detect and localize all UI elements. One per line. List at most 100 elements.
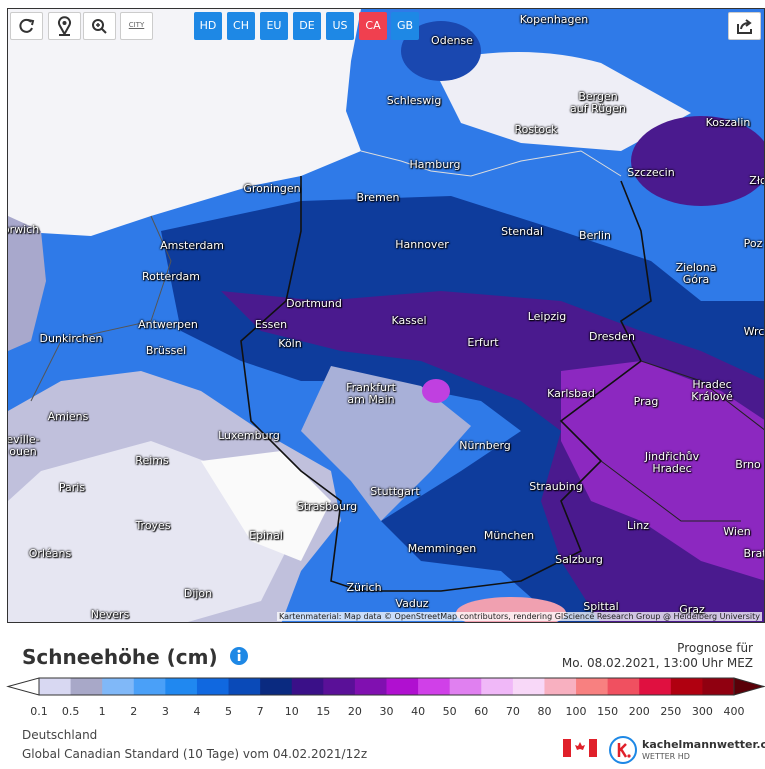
scale-label: 400 (724, 705, 745, 718)
model-button[interactable]: HD (194, 12, 222, 40)
city-label: Wrc (743, 325, 765, 338)
share-button[interactable] (728, 12, 761, 40)
scale-label: 250 (660, 705, 681, 718)
reload-button[interactable] (10, 12, 43, 40)
color-scale: 0.1 0.5 1 2 3 4 5 7 10 15 20 30 40 50 60 70 80 100 150 200 2… (6, 677, 765, 718)
share-icon (737, 19, 752, 34)
scale-cell (386, 678, 419, 695)
city-label: Wien (723, 525, 751, 538)
scale-cell (702, 678, 735, 695)
city-label: Vaduz (395, 597, 429, 610)
brand-logo (609, 736, 637, 764)
city-label: Hradec Králové (691, 378, 733, 403)
scale-label: 2 (130, 705, 137, 718)
model-button[interactable]: EU (260, 12, 288, 40)
city-label: Brüssel (145, 344, 187, 357)
scale-label: 15 (316, 705, 330, 718)
city-label: Troyes (135, 519, 171, 532)
region: Deutschland (22, 728, 98, 742)
city-label: Paris (58, 481, 86, 494)
brand-name: kachelmannwetter.com (642, 738, 765, 751)
model-button[interactable]: CH (227, 12, 255, 40)
scale-label: 10 (285, 705, 299, 718)
scale-cell (291, 678, 324, 695)
city-label: Bremen (356, 191, 400, 204)
city-label: Rostock (514, 123, 558, 136)
brand[interactable]: kachelmannwetter.com WETTER HD (642, 739, 765, 763)
scale-cell (323, 678, 356, 695)
info-icon[interactable] (229, 646, 249, 666)
model-button[interactable]: GB (391, 12, 419, 40)
city-label: Berlin (579, 229, 611, 242)
scale-cell (544, 678, 577, 695)
city-label: Prag (633, 395, 659, 408)
map[interactable]: Kartenmaterial: Map data © OpenStreetMap… (7, 8, 765, 623)
city-label: Zło (749, 174, 765, 187)
scale-label: 3 (162, 705, 169, 718)
footer-info: Deutschland Global Canadian Standard (10… (22, 726, 367, 764)
city-label: Epinal (249, 529, 283, 542)
scale-cell (449, 678, 482, 695)
scale-cell (354, 678, 387, 695)
snow-depth-map (8, 9, 764, 622)
city-label: eville- ouen (7, 433, 40, 458)
scale-cell (512, 678, 545, 695)
forecast-label: Prognose für (677, 641, 753, 655)
city-label: Leipzig (527, 310, 567, 323)
scale-label: 60 (474, 705, 488, 718)
scale-cell (607, 678, 640, 695)
city-label: Erfurt (467, 336, 499, 349)
legend-title: Schneehöhe (cm) (22, 645, 218, 669)
scale-label: 7 (257, 705, 264, 718)
city-label: Groningen (243, 182, 301, 195)
city-label: Zürich (346, 581, 382, 594)
scale-cell (670, 678, 703, 695)
zoom-button[interactable] (83, 12, 116, 40)
scale-cell (133, 678, 166, 695)
city-label: Köln (278, 337, 302, 350)
scale-cell (228, 678, 261, 695)
city-label: Bergen auf Rügen (570, 90, 626, 115)
city-label: Stendal (501, 225, 543, 238)
city-button[interactable]: CITY (120, 12, 153, 40)
scale-label: 40 (411, 705, 425, 718)
scale-label: 70 (506, 705, 520, 718)
pin-icon (58, 16, 71, 37)
scale-label: 20 (348, 705, 362, 718)
model-button[interactable]: US (326, 12, 354, 40)
city-label: Orléans (28, 547, 72, 560)
city-label: Stuttgart (370, 485, 420, 498)
scale-cell (260, 678, 293, 695)
model-button[interactable]: CA (359, 12, 387, 40)
model-run: Global Canadian Standard (10 Tage) vom 0… (22, 747, 368, 761)
city-label: Hannover (395, 238, 449, 251)
city-label: Essen (254, 318, 288, 331)
city-label: Schleswig (386, 94, 442, 107)
city-label: Strasbourg (296, 500, 358, 513)
city-label: Linz (627, 519, 649, 532)
scale-label: 0.5 (62, 705, 80, 718)
city-label: Nevers (90, 608, 130, 621)
city-label: Luxemburg (218, 429, 280, 442)
scale-label: 300 (692, 705, 713, 718)
scale-label: 4 (193, 705, 200, 718)
scale-cell (639, 678, 672, 695)
forecast-time: Mo. 08.02.2021, 13:00 Uhr MEZ (561, 656, 753, 670)
city-label: Dresden (589, 330, 635, 343)
city-label: Amsterdam (160, 239, 224, 252)
city-label: Kopenhagen (519, 13, 589, 26)
city-label: Poz (743, 237, 763, 250)
location-button[interactable] (48, 12, 81, 40)
scale-label: 30 (380, 705, 394, 718)
city-label: Amiens (47, 410, 89, 423)
city-label: Karlsbad (547, 387, 595, 400)
scale-cell (481, 678, 514, 695)
city-label: Dortmund (286, 297, 342, 310)
attribution: Kartenmaterial: Map data © OpenStreetMap… (276, 612, 762, 621)
model-button[interactable]: DE (293, 12, 321, 40)
city-label: Kassel (391, 314, 427, 327)
scale-border (38, 677, 735, 696)
scale-label: 100 (566, 705, 587, 718)
city-icon-text: CITY (128, 21, 145, 29)
